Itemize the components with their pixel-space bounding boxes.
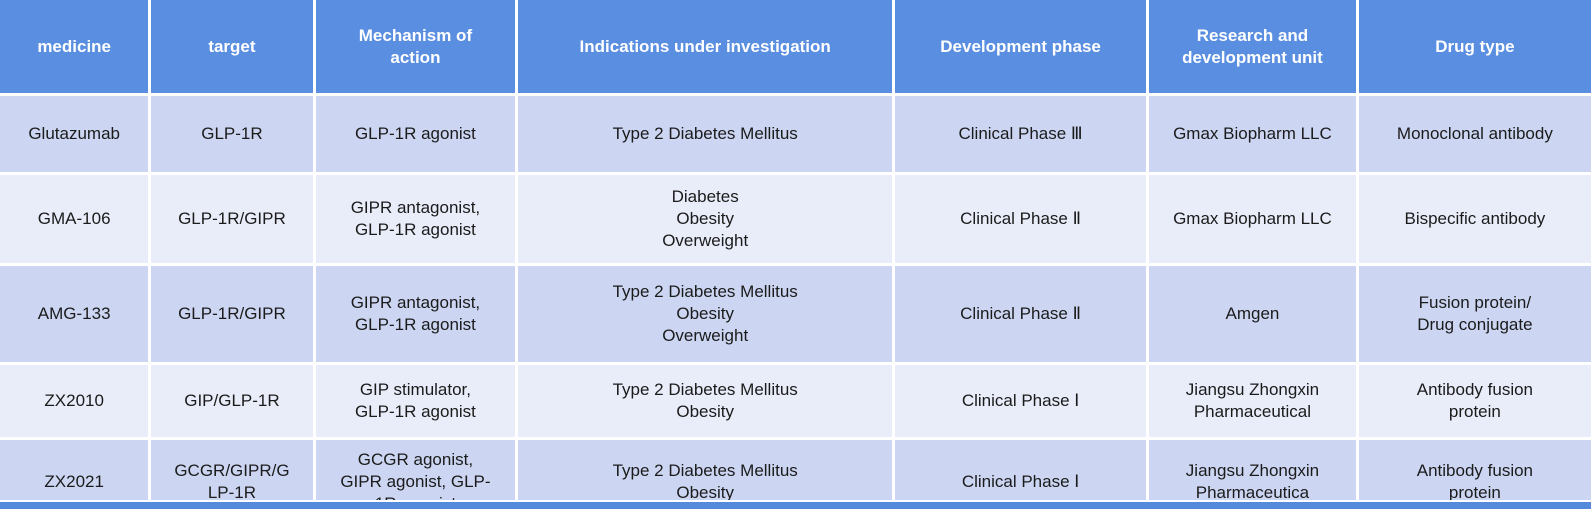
- table-row: GMA-106 GLP-1R/GIPR GIPR antagonist, GLP…: [0, 175, 1591, 263]
- cell-phase: Clinical Phase Ⅱ: [895, 175, 1147, 263]
- table-row: ZX2010 GIP/GLP-1R GIP stimulator, GLP-1R…: [0, 365, 1591, 437]
- cell-phase: Clinical Phase Ⅲ: [895, 96, 1147, 172]
- cell-unit: Jiangsu Zhongxin Pharmaceutica: [1149, 440, 1356, 500]
- table-header: medicine target Mechanism of action Indi…: [0, 0, 1591, 93]
- col-header-phase: Development phase: [895, 0, 1147, 93]
- cell-drug-type: Monoclonal antibody: [1358, 96, 1591, 172]
- cell-indications: Type 2 Diabetes Mellitus Obesity: [518, 440, 893, 500]
- cell-mechanism: GIP stimulator, GLP-1R agonist: [315, 365, 516, 437]
- cell-target: GIP/GLP-1R: [151, 365, 313, 437]
- cell-target: GLP-1R/GIPR: [151, 266, 313, 362]
- table-row: AMG-133 GLP-1R/GIPR GIPR antagonist, GLP…: [0, 266, 1591, 362]
- cell-indications: Type 2 Diabetes Mellitus Obesity Overwei…: [518, 266, 893, 362]
- cell-phase: Clinical Phase Ⅱ: [895, 266, 1147, 362]
- cell-unit: Amgen: [1149, 266, 1356, 362]
- cell-mechanism: GIPR antagonist, GLP-1R agonist: [315, 266, 516, 362]
- footer-accent-bar: [0, 502, 1591, 509]
- cell-medicine: AMG-133: [0, 266, 149, 362]
- cell-target: GLP-1R: [151, 96, 313, 172]
- cell-mechanism: GLP-1R agonist: [315, 96, 516, 172]
- cell-mechanism: GCGR agonist, GIPR agonist, GLP- 1R agon…: [315, 440, 516, 500]
- cell-medicine: ZX2021: [0, 440, 149, 500]
- cell-drug-type: Fusion protein/ Drug conjugate: [1358, 266, 1591, 362]
- cell-phase: Clinical Phase Ⅰ: [895, 365, 1147, 437]
- cell-medicine: Glutazumab: [0, 96, 149, 172]
- cell-mechanism: GIPR antagonist, GLP-1R agonist: [315, 175, 516, 263]
- cell-target: GCGR/GIPR/G LP-1R: [151, 440, 313, 500]
- col-header-target: target: [151, 0, 313, 93]
- col-header-medicine: medicine: [0, 0, 149, 93]
- table-body: Glutazumab GLP-1R GLP-1R agonist Type 2 …: [0, 96, 1591, 500]
- table-row: Glutazumab GLP-1R GLP-1R agonist Type 2 …: [0, 96, 1591, 172]
- cell-drug-type: Antibody fusion protein: [1358, 440, 1591, 500]
- header-row: medicine target Mechanism of action Indi…: [0, 0, 1591, 93]
- cell-drug-type: Antibody fusion protein: [1358, 365, 1591, 437]
- cell-indications: Type 2 Diabetes Mellitus Obesity: [518, 365, 893, 437]
- col-header-mechanism: Mechanism of action: [315, 0, 516, 93]
- cell-target: GLP-1R/GIPR: [151, 175, 313, 263]
- cell-drug-type: Bispecific antibody: [1358, 175, 1591, 263]
- col-header-unit: Research and development unit: [1149, 0, 1356, 93]
- cell-indications: Diabetes Obesity Overweight: [518, 175, 893, 263]
- cell-unit: Gmax Biopharm LLC: [1149, 96, 1356, 172]
- cell-medicine: ZX2010: [0, 365, 149, 437]
- cell-unit: Jiangsu Zhongxin Pharmaceutical: [1149, 365, 1356, 437]
- col-header-indications: Indications under investigation: [518, 0, 893, 93]
- col-header-drug-type: Drug type: [1358, 0, 1591, 93]
- table-row: ZX2021 GCGR/GIPR/G LP-1R GCGR agonist, G…: [0, 440, 1591, 500]
- cell-phase: Clinical Phase Ⅰ: [895, 440, 1147, 500]
- cell-medicine: GMA-106: [0, 175, 149, 263]
- cell-unit: Gmax Biopharm LLC: [1149, 175, 1356, 263]
- cell-indications: Type 2 Diabetes Mellitus: [518, 96, 893, 172]
